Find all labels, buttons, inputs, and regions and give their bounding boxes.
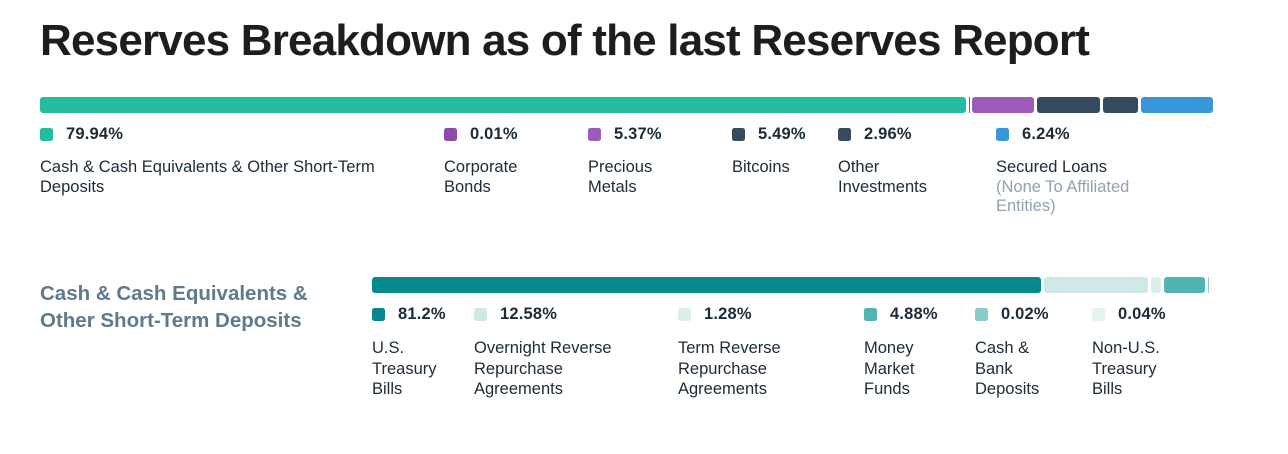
bar-segment-term-reverse-repo <box>1150 277 1162 293</box>
section-title-cash-equivalents: Cash & Cash Equivalents & Other Short-Te… <box>40 282 308 332</box>
legend-percent: 4.88% <box>890 304 938 323</box>
legend-percent: 79.94% <box>66 124 124 143</box>
bar-segment-precious-metals <box>971 97 1034 113</box>
bar-segment-money-market-funds <box>1164 277 1205 293</box>
legend-swatch-precious-metals <box>588 127 601 141</box>
legend-label: Cash & Cash Equivalents & Other Short-Te… <box>40 158 375 196</box>
page-title: Reserves Breakdown as of the last Reserv… <box>40 16 1090 65</box>
legend-percent: 5.37% <box>614 124 662 143</box>
legend-percent: 2.96% <box>864 124 912 143</box>
legend-label: Cash & Bank Deposits <box>975 339 1040 398</box>
legend-item-precious-metals: 5.37% Precious Metals <box>588 124 732 217</box>
legend-label: Non-U.S. Treasury Bills <box>1092 339 1160 398</box>
legend-sublabel: (None To Affiliated Entities) <box>996 177 1130 216</box>
cash-equivalents-legend: 81.2% U.S. Treasury Bills 12.58% Overnig… <box>372 304 1211 400</box>
legend-item-other-investments: 2.96% Other Investments <box>838 124 996 217</box>
legend-percent: 0.02% <box>1001 304 1049 323</box>
legend-percent: 81.2% <box>398 304 446 323</box>
legend-label: Term Reverse Repurchase Agreements <box>678 339 781 398</box>
legend-swatch-cash-equivalents <box>40 127 53 141</box>
legend-percent: 12.58% <box>500 304 558 323</box>
legend-percent: 0.01% <box>470 124 518 143</box>
legend-swatch-other-investments <box>838 127 851 141</box>
legend-label: Money Market Funds <box>864 339 915 398</box>
legend-percent: 0.04% <box>1118 304 1166 323</box>
legend-label: U.S. Treasury Bills <box>372 339 437 398</box>
legend-swatch-money-market-funds <box>864 307 877 321</box>
legend-swatch-bitcoins <box>732 127 745 141</box>
legend-label: Secured Loans <box>996 158 1107 176</box>
bar-segment-secured-loans <box>1140 97 1213 113</box>
bar-segment-bitcoins <box>1036 97 1101 113</box>
legend-item-us-treasury-bills: 81.2% U.S. Treasury Bills <box>372 304 474 400</box>
legend-label: Other Investments <box>838 158 927 196</box>
legend-item-secured-loans: 6.24% Secured Loans (None To Affiliated … <box>996 124 1213 217</box>
legend-swatch-overnight-reverse-repo <box>474 307 487 321</box>
reserves-legend: 79.94% Cash & Cash Equivalents & Other S… <box>40 124 1213 217</box>
legend-label: Bitcoins <box>732 158 790 176</box>
legend-item-term-reverse-repo: 1.28% Term Reverse Repurchase Agreements <box>678 304 864 400</box>
legend-label: Overnight Reverse Repurchase Agreements <box>474 339 612 398</box>
legend-swatch-non-us-treasury-bills <box>1092 307 1105 321</box>
legend-item-non-us-treasury-bills: 0.04% Non-U.S. Treasury Bills <box>1092 304 1211 400</box>
bar-segment-other-investments <box>1103 97 1138 113</box>
reserves-stacked-bar <box>40 97 1213 113</box>
bar-segment-overnight-reverse-repo <box>1044 277 1148 293</box>
legend-item-overnight-reverse-repo: 12.58% Overnight Reverse Repurchase Agre… <box>474 304 678 400</box>
legend-percent: 5.49% <box>758 124 806 143</box>
legend-label: Corporate Bonds <box>444 158 518 196</box>
legend-item-bitcoins: 5.49% Bitcoins <box>732 124 838 217</box>
legend-swatch-us-treasury-bills <box>372 307 385 321</box>
legend-percent: 1.28% <box>704 304 752 323</box>
legend-swatch-corporate-bonds <box>444 127 457 141</box>
bar-segment-us-treasury-bills <box>372 277 1042 293</box>
cash-equivalents-stacked-bar <box>372 277 1212 293</box>
legend-swatch-term-reverse-repo <box>678 307 691 321</box>
legend-item-money-market-funds: 4.88% Money Market Funds <box>864 304 975 400</box>
legend-item-corporate-bonds: 0.01% Corporate Bonds <box>444 124 588 217</box>
legend-swatch-secured-loans <box>996 127 1009 141</box>
legend-item-cash-bank-deposits: 0.02% Cash & Bank Deposits <box>975 304 1092 400</box>
legend-percent: 6.24% <box>1022 124 1070 143</box>
legend-swatch-cash-bank-deposits <box>975 307 988 321</box>
legend-item-cash-equivalents: 79.94% Cash & Cash Equivalents & Other S… <box>40 124 444 217</box>
legend-label: Precious Metals <box>588 158 653 196</box>
bar-segment-cash-equivalents <box>40 97 966 113</box>
